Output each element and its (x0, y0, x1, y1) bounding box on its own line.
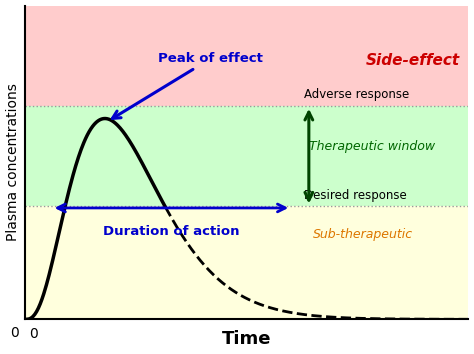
Y-axis label: Plasma concentrations: Plasma concentrations (6, 84, 19, 241)
Text: Adverse response: Adverse response (304, 88, 410, 101)
Text: Sub-therapeutic: Sub-therapeutic (313, 228, 413, 241)
Text: Peak of effect: Peak of effect (112, 52, 263, 119)
Text: Desired response: Desired response (304, 189, 407, 202)
Bar (25, 0, 468, 106)
Text: 0: 0 (29, 327, 38, 341)
Bar (25, 206, 468, 335)
Text: Duration of action: Duration of action (103, 225, 240, 238)
Text: Side-effect: Side-effect (365, 53, 460, 68)
Bar (25, 106, 468, 206)
Text: Therapeutic window: Therapeutic window (309, 140, 435, 153)
Text: 0: 0 (9, 326, 18, 339)
X-axis label: Time: Time (222, 330, 272, 348)
